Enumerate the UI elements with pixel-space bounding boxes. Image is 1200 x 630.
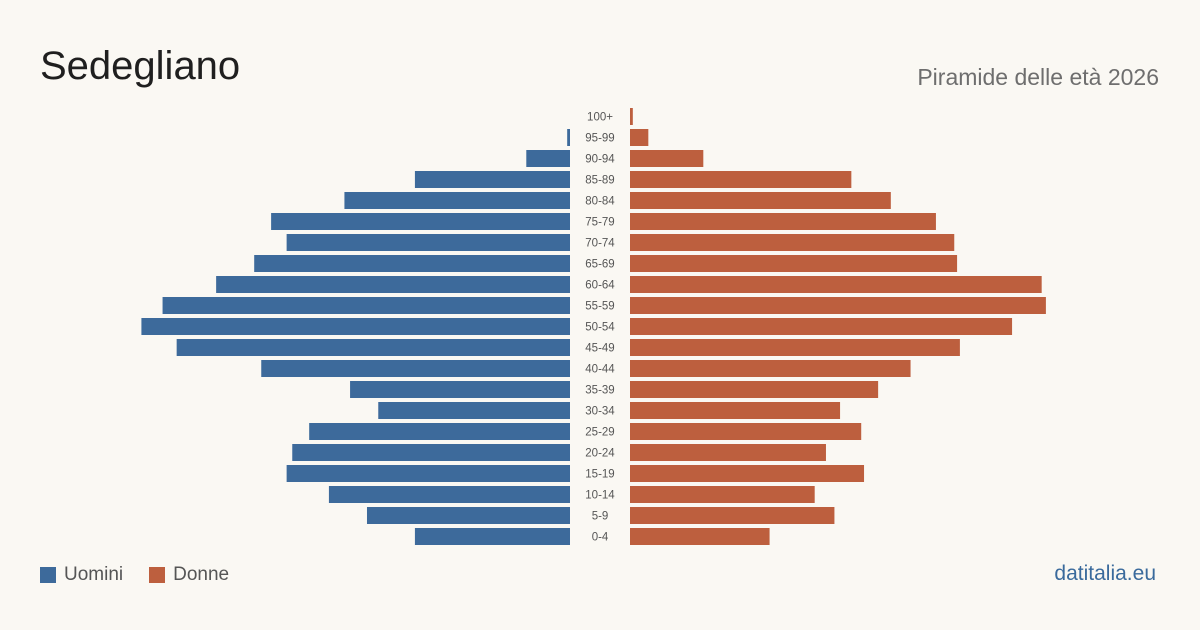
bar-women-50-54 [630, 318, 1013, 335]
bar-women-40-44 [630, 360, 911, 377]
bar-women-20-24 [630, 444, 826, 461]
bar-men-35-39 [350, 381, 570, 398]
legend-swatch-men [40, 567, 56, 583]
bar-men-25-29 [309, 423, 570, 440]
bar-women-5-9 [630, 507, 835, 524]
bar-men-85-89 [414, 171, 570, 188]
bar-men-70-74 [286, 234, 570, 251]
bar-men-15-19 [286, 465, 570, 482]
age-label-60-64: 60-64 [585, 280, 615, 292]
age-label-30-34: 30-34 [585, 406, 615, 418]
chart-subtitle: Piramide delle età 2026 [917, 64, 1159, 90]
age-label-65-69: 65-69 [585, 259, 614, 271]
age-label-35-39: 35-39 [585, 385, 614, 397]
brand-link[interactable]: datitalia.eu [1054, 562, 1156, 585]
age-label-85-89: 85-89 [585, 175, 614, 187]
bar-men-90-94 [526, 150, 570, 167]
age-label-45-49: 45-49 [585, 343, 614, 355]
bar-women-80-84 [630, 192, 891, 209]
legend-item-men: Uomini [40, 564, 123, 586]
bar-women-95-99 [630, 129, 649, 146]
age-label-100plus: 100+ [587, 112, 613, 124]
legend-label-women: Donne [173, 564, 230, 585]
bar-men-5-9 [366, 507, 570, 524]
bar-women-15-19 [630, 465, 865, 482]
bar-women-65-69 [630, 255, 958, 272]
bar-women-45-49 [630, 339, 960, 356]
age-label-0-4: 0-4 [592, 532, 609, 544]
age-label-55-59: 55-59 [585, 301, 614, 313]
bar-men-20-24 [292, 444, 570, 461]
legend: Uomini Donne [40, 564, 255, 586]
bar-men-95-99 [567, 129, 570, 146]
page-title: Sedegliano [40, 44, 241, 88]
bar-women-0-4 [630, 528, 770, 545]
bar-men-10-14 [328, 486, 570, 503]
age-label-25-29: 25-29 [585, 427, 614, 439]
age-label-95-99: 95-99 [585, 133, 614, 145]
bar-men-0-4 [414, 528, 570, 545]
age-label-10-14: 10-14 [585, 490, 615, 502]
bar-men-60-64 [216, 276, 570, 293]
age-label-50-54: 50-54 [585, 322, 615, 334]
age-label-70-74: 70-74 [585, 238, 615, 250]
bar-men-75-79 [271, 213, 570, 230]
bar-women-35-39 [630, 381, 879, 398]
bar-women-55-59 [630, 297, 1046, 314]
age-label-15-19: 15-19 [585, 469, 614, 481]
bar-women-70-74 [630, 234, 955, 251]
bar-women-85-89 [630, 171, 852, 188]
legend-label-men: Uomini [64, 564, 124, 585]
bar-men-45-49 [176, 339, 570, 356]
bar-women-10-14 [630, 486, 815, 503]
bar-men-50-54 [141, 318, 570, 335]
bar-women-90-94 [630, 150, 704, 167]
bar-women-60-64 [630, 276, 1042, 293]
bar-women-100plus [630, 108, 633, 125]
bar-men-55-59 [162, 297, 570, 314]
bar-men-40-44 [261, 360, 570, 377]
age-label-40-44: 40-44 [585, 364, 615, 376]
bar-women-25-29 [630, 423, 862, 440]
bar-men-80-84 [344, 192, 570, 209]
age-label-20-24: 20-24 [585, 448, 615, 460]
age-label-75-79: 75-79 [585, 217, 614, 229]
age-label-80-84: 80-84 [585, 196, 615, 208]
bar-women-30-34 [630, 402, 841, 419]
age-label-90-94: 90-94 [585, 154, 615, 166]
legend-item-women: Donne [149, 564, 229, 586]
legend-swatch-women [149, 567, 166, 583]
bar-women-75-79 [630, 213, 936, 230]
age-label-5-9: 5-9 [592, 511, 609, 523]
bar-men-65-69 [254, 255, 570, 272]
bar-men-30-34 [378, 402, 570, 419]
